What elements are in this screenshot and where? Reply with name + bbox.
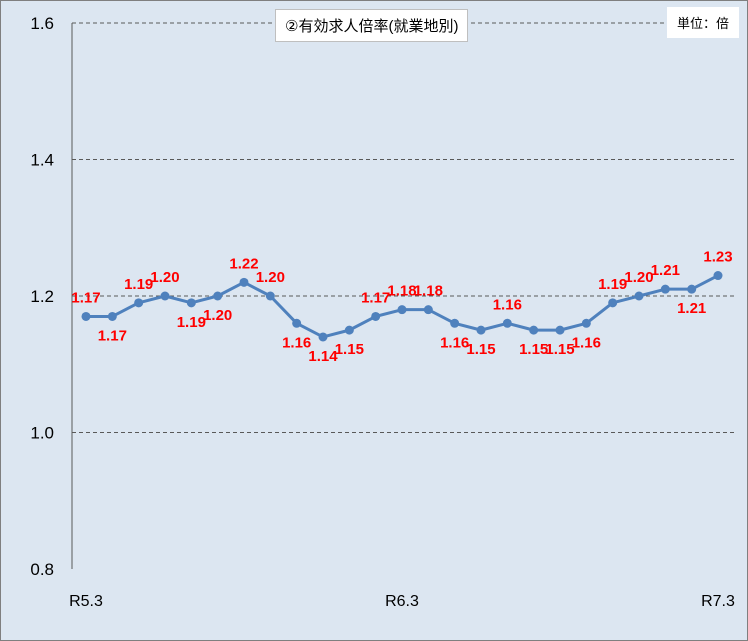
data-point xyxy=(476,325,486,335)
data-label: 1.19 xyxy=(124,276,153,293)
data-label: 1.21 xyxy=(677,300,706,317)
data-point xyxy=(265,291,275,301)
data-label: 1.20 xyxy=(150,269,179,286)
data-point xyxy=(423,305,433,315)
x-tick-label: R5.3 xyxy=(69,593,103,610)
data-label: 1.16 xyxy=(282,334,311,351)
data-label: 1.23 xyxy=(703,249,732,266)
data-label: 1.19 xyxy=(177,314,206,331)
data-point xyxy=(502,318,512,328)
data-label: 1.20 xyxy=(203,307,232,324)
y-tick-label: 0.8 xyxy=(30,560,54,579)
data-point xyxy=(186,298,196,308)
data-label: 1.17 xyxy=(361,289,390,306)
data-point xyxy=(608,298,618,308)
data-point xyxy=(344,325,354,335)
data-point xyxy=(160,291,170,301)
data-point xyxy=(687,284,697,294)
data-label: 1.19 xyxy=(598,276,627,293)
y-tick-label: 1.4 xyxy=(30,151,54,170)
data-point xyxy=(529,325,539,335)
data-point xyxy=(239,277,249,287)
data-point xyxy=(292,318,302,328)
data-point xyxy=(713,271,723,281)
data-label: 1.20 xyxy=(624,269,653,286)
data-label: 1.15 xyxy=(545,341,574,358)
y-tick-label: 1.2 xyxy=(30,287,54,306)
data-point xyxy=(318,332,328,342)
data-label: 1.17 xyxy=(98,327,127,344)
data-label: 1.17 xyxy=(71,289,100,306)
data-label: 1.15 xyxy=(519,341,548,358)
x-tick-label: R6.3 xyxy=(385,593,419,610)
x-tick-label: R7.3 xyxy=(701,593,735,610)
data-point xyxy=(397,305,407,315)
data-point xyxy=(555,325,565,335)
y-tick-label: 1.6 xyxy=(30,14,54,33)
data-label: 1.14 xyxy=(308,348,338,365)
data-label: 1.15 xyxy=(466,341,495,358)
data-label: 1.21 xyxy=(651,262,680,279)
data-point xyxy=(634,291,644,301)
chart-title: ②有効求人倍率(就業地別) xyxy=(275,9,469,42)
data-point xyxy=(107,311,117,321)
data-label: 1.16 xyxy=(572,334,601,351)
data-point xyxy=(371,311,381,321)
data-label: 1.18 xyxy=(414,283,443,300)
data-point xyxy=(81,311,91,321)
data-label: 1.16 xyxy=(493,296,522,313)
data-label: 1.15 xyxy=(335,341,364,358)
y-tick-label: 1.0 xyxy=(30,424,54,443)
data-point xyxy=(134,298,144,308)
data-label: 1.22 xyxy=(229,255,258,272)
unit-label: 単位：倍 xyxy=(666,7,739,38)
data-point xyxy=(213,291,223,301)
data-label: 1.18 xyxy=(387,283,416,300)
data-point xyxy=(660,284,670,294)
data-point xyxy=(450,318,460,328)
data-label: 1.20 xyxy=(256,269,285,286)
data-label: 1.16 xyxy=(440,334,469,351)
data-point xyxy=(581,318,591,328)
